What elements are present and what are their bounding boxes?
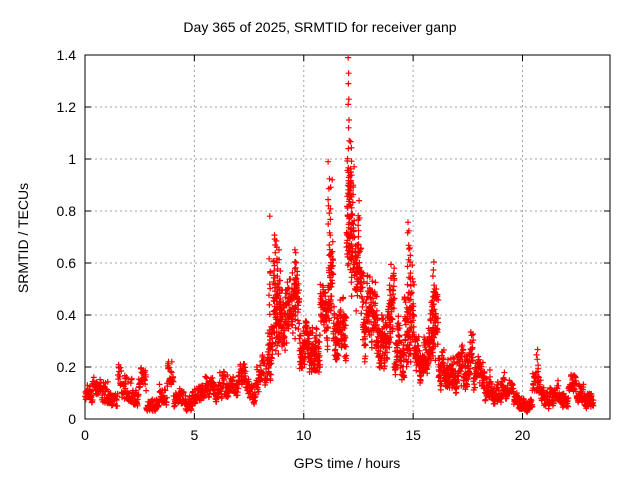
x-tick-label: 20 — [515, 427, 531, 443]
x-axis-label: GPS time / hours — [293, 455, 401, 471]
x-tick-label: 15 — [405, 427, 421, 443]
y-tick-label: 1 — [68, 151, 76, 167]
x-tick-label: 10 — [296, 427, 312, 443]
y-tick-label: 0 — [68, 411, 76, 427]
y-tick-label: 1.2 — [57, 99, 77, 115]
gridlines — [85, 55, 610, 419]
y-tick-label: 0.8 — [57, 203, 77, 219]
x-tick-label: 0 — [81, 427, 89, 443]
y-tick-label: 0.6 — [57, 255, 77, 271]
y-tick-label: 0.4 — [57, 307, 77, 323]
x-tick-label: 5 — [190, 427, 198, 443]
plot-border — [84, 54, 611, 420]
chart-title: Day 365 of 2025, SRMTID for receiver gan… — [183, 19, 457, 35]
scatter-points — [82, 54, 597, 416]
y-tick-label: 0.2 — [57, 359, 77, 375]
y-tick-label: 1.4 — [57, 47, 77, 63]
